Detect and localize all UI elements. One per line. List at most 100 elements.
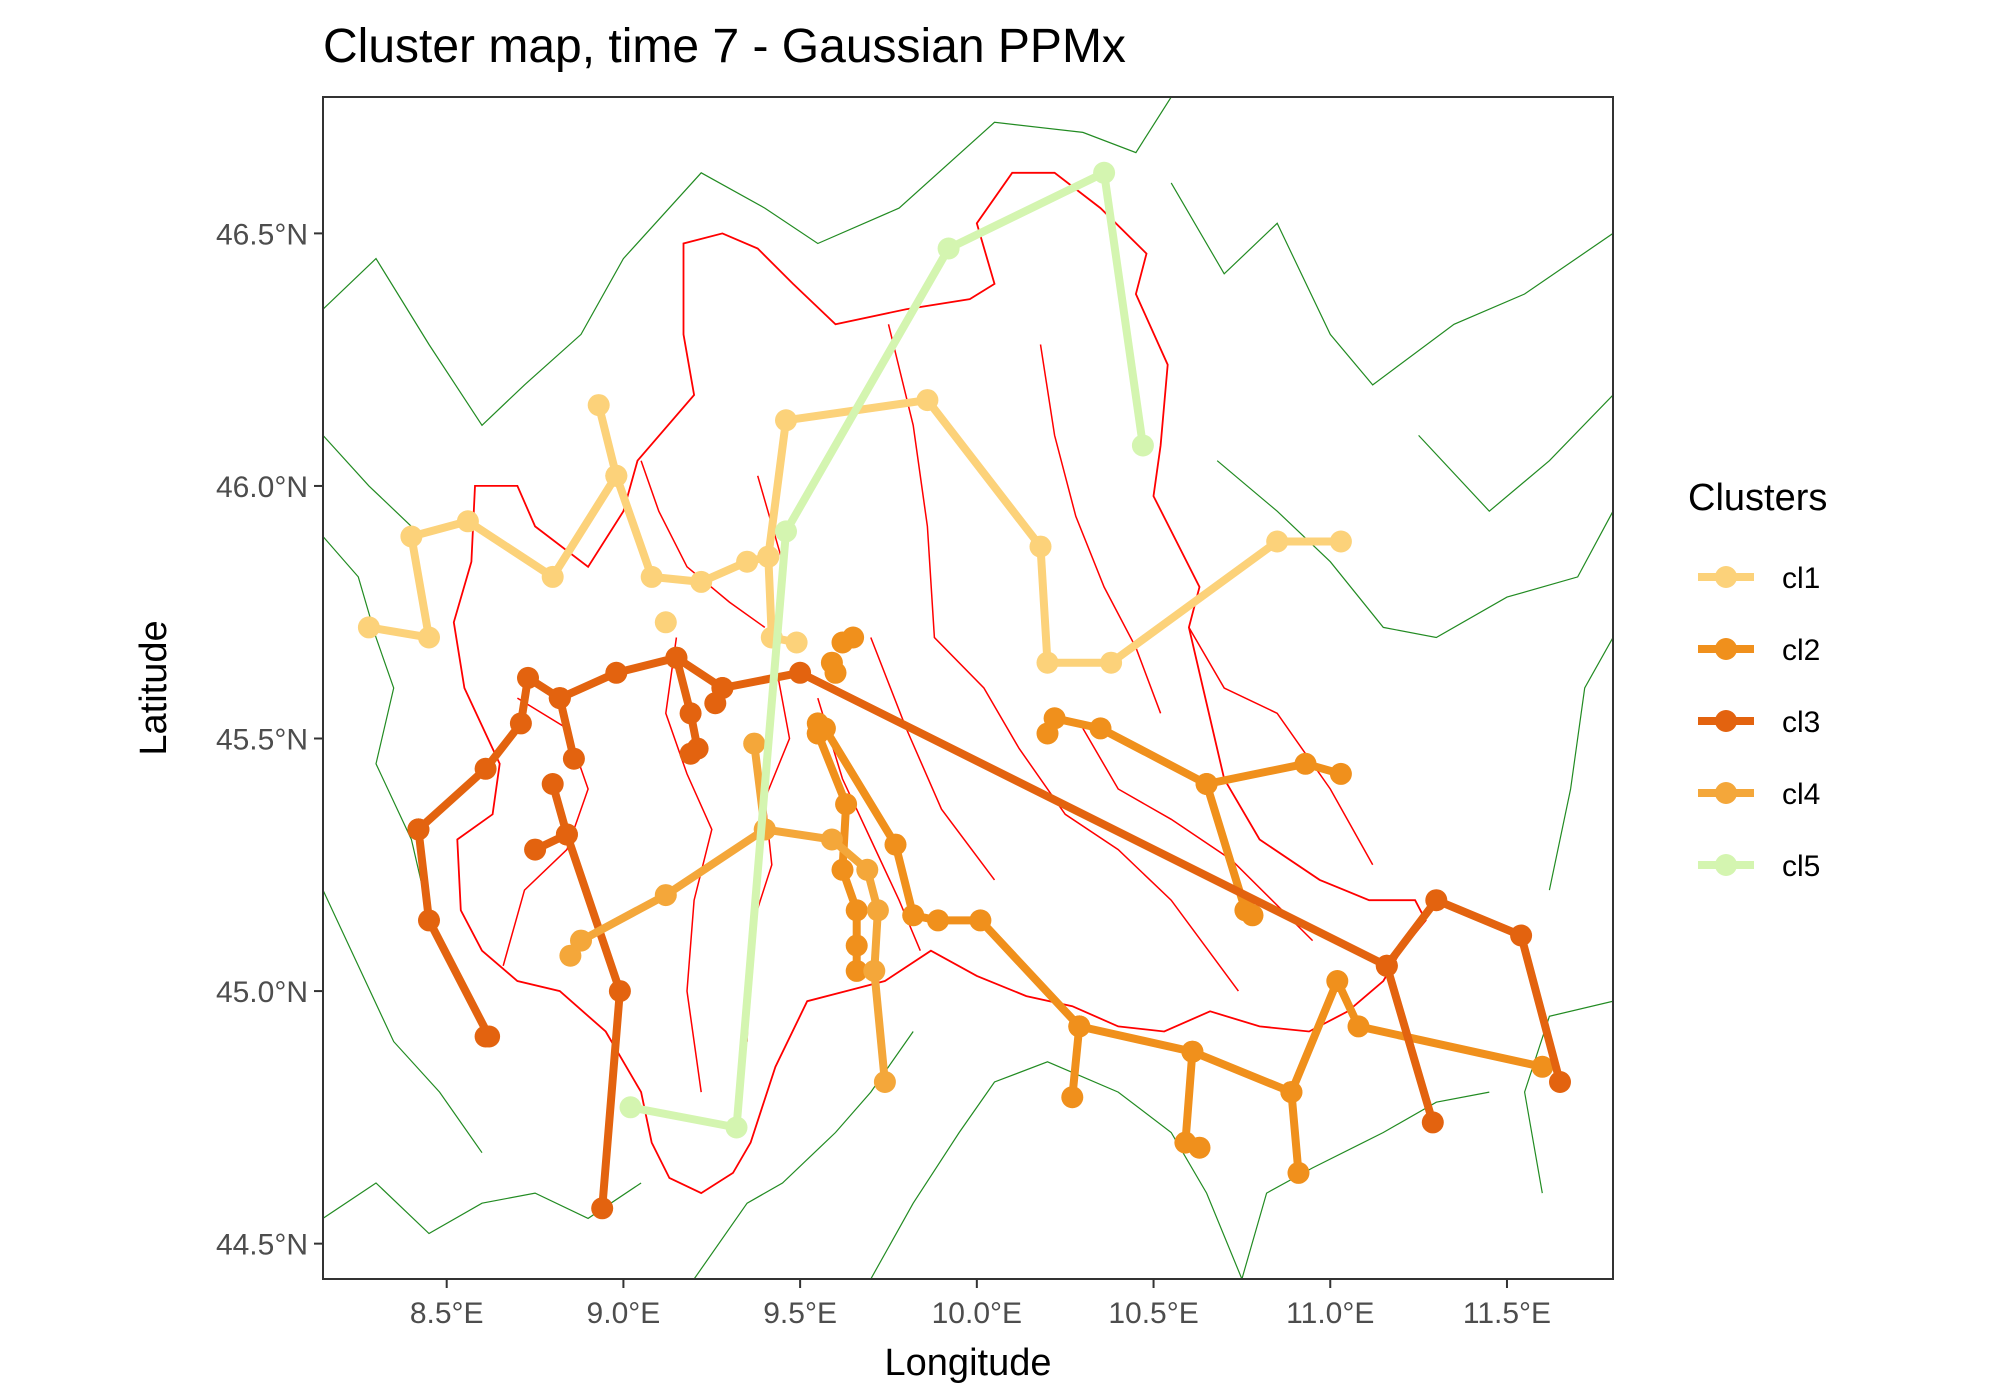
cl1-point (456, 510, 479, 533)
cl2-point (1329, 762, 1352, 785)
x-tick-label: 11.0°E (1286, 1297, 1374, 1330)
cl2-point (969, 909, 992, 932)
cl2-point (1043, 707, 1066, 730)
cl4-point (856, 858, 879, 881)
cl3-point (665, 646, 688, 669)
cl1-point (640, 565, 663, 588)
cl2-point (835, 793, 858, 816)
cl3-point (555, 823, 578, 846)
cl1-point (418, 626, 440, 649)
cl2-point (845, 959, 868, 982)
cl1-point (1100, 651, 1123, 674)
legend: Clusters cl1 cl2 cl3 cl4 cl5 (1688, 477, 1827, 883)
legend-label: cl1 (1782, 562, 1820, 595)
outer-border-8 (870, 1061, 1243, 1279)
x-axis: 8.5°E 9.0°E 9.5°E 10.0°E 10.5°E 11.0°E 11.5°E (410, 1279, 1551, 1330)
x-tick-label: 9.5°E (763, 1297, 837, 1330)
cl3-line-3 (1382, 961, 1437, 1127)
cl3-line-6 (414, 825, 494, 1041)
outer-border-10 (323, 1182, 642, 1235)
y-tick-label: 45.5°N (216, 724, 308, 757)
plot-panel-border (322, 96, 1614, 1280)
region-border-8 (1188, 627, 1374, 866)
legend-item-cl4: cl4 (1698, 778, 1820, 811)
cl2-point (1326, 970, 1349, 992)
cl2-point (813, 717, 836, 740)
cl2-point (884, 833, 907, 856)
cl2-point (1068, 1015, 1091, 1038)
outer-border-2 (1170, 182, 1613, 386)
cl1-point (357, 616, 380, 639)
cl3-point (704, 692, 727, 715)
cl3-point (1510, 924, 1533, 947)
cl2-point (1188, 1136, 1211, 1159)
cl3-point (474, 1025, 497, 1048)
y-tick-label: 46.0°N (216, 471, 308, 504)
x-tick-label: 8.5°E (410, 1297, 484, 1330)
cl3-point (541, 773, 564, 795)
legend-item-cl2: cl2 (1698, 634, 1820, 667)
cl2-point (1531, 1055, 1554, 1078)
cl1-point (916, 389, 939, 412)
cl3-point (524, 838, 547, 861)
cl3-point (407, 818, 430, 841)
y-axis-title: Latitude (133, 620, 175, 755)
series-cl5 (619, 161, 1154, 1139)
region-border-2 (665, 637, 713, 1093)
outer-border-1 (323, 97, 1172, 427)
series-cl2 (806, 626, 1554, 1184)
region-border-7 (1039, 344, 1162, 714)
cl1-point (1329, 530, 1352, 553)
x-tick-label: 10.0°E (932, 1297, 1022, 1330)
outer-border-11 (323, 889, 483, 1154)
cl4-point (820, 828, 843, 851)
cl5-line-1 (626, 168, 1147, 1132)
outer-border-5 (1548, 637, 1613, 891)
cl4-line-2 (760, 825, 889, 1086)
x-tick-label: 9.0°E (587, 1297, 661, 1330)
cl2-point (1280, 1081, 1303, 1104)
cl3-point (548, 687, 571, 710)
legend-label: cl5 (1782, 850, 1820, 883)
cl3-point (562, 747, 585, 770)
cl5-point (1131, 434, 1154, 457)
cl1-point (605, 464, 628, 487)
region-outline (452, 171, 1427, 1195)
legend-key-point (1715, 566, 1737, 588)
legend-key-point (1715, 710, 1737, 732)
cl4-point (866, 899, 889, 922)
outer-border-13 (323, 434, 412, 527)
x-tick-label: 11.5°E (1463, 1297, 1551, 1330)
legend-item-cl5: cl5 (1698, 850, 1820, 883)
legend-key-point (1715, 638, 1737, 660)
cl5-point (725, 1116, 748, 1139)
cl3-point (679, 702, 702, 725)
region-border-1 (502, 697, 589, 967)
series-cl1 (357, 389, 1352, 674)
basemap (323, 97, 1613, 1279)
cl5-point (937, 237, 960, 260)
outer-border-12 (323, 536, 430, 916)
cl3-point (1425, 889, 1448, 912)
cl2-point (1287, 1161, 1310, 1184)
cl2-point (927, 909, 949, 932)
cl2-point (831, 858, 854, 881)
cl1-point (690, 570, 713, 593)
cluster-series (357, 161, 1571, 1220)
cl4-point (570, 929, 592, 952)
cl5-point (775, 520, 797, 543)
cl5-point (1093, 161, 1116, 184)
cl1-point (736, 550, 759, 573)
legend-item-cl1: cl1 (1698, 562, 1820, 595)
cl3-line-7 (531, 830, 624, 1213)
cl3-point (789, 661, 812, 684)
cl1-line-2 (594, 401, 621, 480)
outer-border-4 (1418, 394, 1613, 513)
y-axis: 44.5°N 45.0°N 45.5°N 46.0°N 46.5°N (216, 218, 323, 1262)
cl2-point (1294, 752, 1317, 775)
cl3-point (474, 757, 497, 780)
cl2-point (1089, 717, 1112, 740)
cl3-point (509, 712, 532, 735)
cl3-point (679, 742, 702, 765)
